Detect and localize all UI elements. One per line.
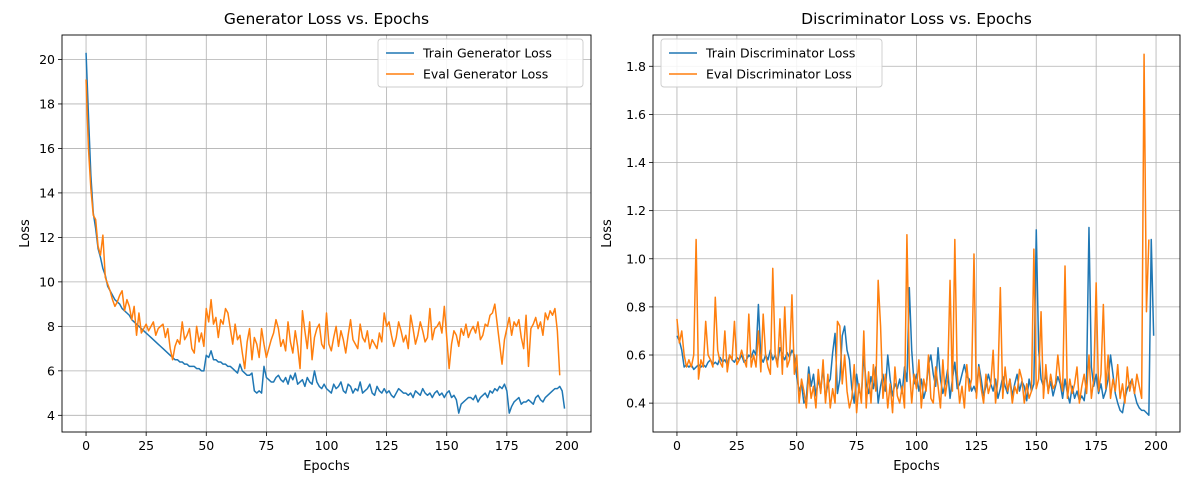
legend-box	[377, 38, 584, 88]
x-tick-label: 75	[258, 438, 274, 453]
legend-label: Train Generator Loss	[422, 46, 552, 61]
y-tick-label: 1.4	[626, 155, 646, 170]
legend-box	[660, 38, 883, 88]
x-tick-label: 50	[789, 438, 805, 453]
x-axis-label: Epochs	[893, 459, 940, 474]
chart-panel-1: 0 25 50 75 100 125 150 175 200 4 6 8 10 12 14 16 18 20 Gen…	[18, 10, 592, 474]
plot-frame	[61, 34, 592, 433]
y-tick-label: 1.8	[626, 59, 646, 74]
x-tick-label: 50	[198, 438, 214, 453]
y-tick-label: 20	[39, 52, 55, 67]
x-tick-label: 125	[964, 438, 988, 453]
y-tick-label: 12	[39, 230, 55, 245]
plot-frame	[652, 34, 1181, 433]
y-tick-label: 10	[39, 274, 55, 289]
legend: Train Discriminator Loss Eval Discriminat…	[660, 38, 883, 88]
x-tick-label: 175	[495, 438, 519, 453]
x-tick-label: 0	[673, 438, 681, 453]
x-tick-label: 100	[905, 438, 929, 453]
legend: Train Generator Loss Eval Generator Loss	[377, 38, 584, 88]
y-axis-label: Loss	[18, 219, 33, 248]
x-tick-label: 75	[849, 438, 865, 453]
y-tick-label: 14	[39, 185, 55, 200]
x-tick-label: 25	[729, 438, 745, 453]
x-tick-label: 200	[555, 438, 579, 453]
chart-title: Discriminator Loss vs. Epochs	[801, 10, 1032, 28]
legend-label: Train Discriminator Loss	[705, 46, 855, 61]
x-tick-label: 0	[82, 438, 90, 453]
y-tick-label: 0.8	[626, 299, 646, 314]
chart-title: Generator Loss vs. Epochs	[224, 10, 429, 28]
y-tick-label: 4	[47, 408, 55, 423]
y-tick-label: 6	[47, 363, 55, 378]
series-line-eval	[676, 53, 1150, 414]
x-axis-label: Epochs	[303, 459, 350, 474]
x-tick-label: 125	[375, 438, 399, 453]
y-tick-label: 16	[39, 141, 55, 156]
y-tick-label: 8	[47, 319, 55, 334]
legend-label: Eval Discriminator Loss	[706, 67, 852, 82]
y-tick-label: 0.6	[626, 348, 646, 363]
legend-label: Eval Generator Loss	[423, 67, 548, 82]
y-tick-label: 0.4	[626, 396, 646, 411]
x-tick-label: 150	[1024, 438, 1048, 453]
x-tick-label: 100	[315, 438, 339, 453]
y-axis-label: Loss	[600, 219, 615, 248]
y-tick-label: 18	[39, 96, 55, 111]
chart-panel-2: 0 25 50 75 100 125 150 175 200 0.4 0.6 0.8 1.0 1.2 1.4…	[600, 10, 1181, 474]
x-tick-label: 200	[1144, 438, 1168, 453]
y-tick-label: 1.0	[626, 251, 646, 266]
y-tick-label: 1.2	[626, 203, 646, 218]
series-line-eval	[85, 79, 561, 376]
x-tick-label: 150	[435, 438, 459, 453]
series-line-train	[85, 52, 566, 414]
x-tick-label: 25	[138, 438, 154, 453]
x-tick-label: 175	[1084, 438, 1108, 453]
y-tick-label: 1.6	[626, 107, 646, 122]
